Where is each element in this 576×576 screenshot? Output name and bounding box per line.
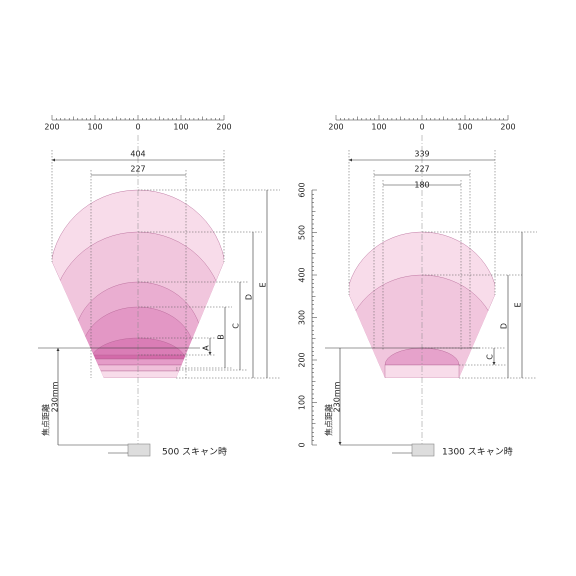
width-label: 339 (414, 150, 429, 159)
dim-label: E (259, 282, 268, 287)
dim-label: E (514, 302, 523, 307)
dim-label: D (245, 294, 254, 300)
width-label: 180 (414, 181, 429, 190)
caption: 1300 スキャン時 (442, 447, 513, 458)
focal-label: 焦点距離 (324, 404, 334, 436)
axis-label: 400 (298, 267, 307, 282)
ruler-label: 100 (457, 123, 472, 132)
ruler-label: 200 (216, 123, 231, 132)
ruler-label: 100 (371, 123, 386, 132)
axis-label: 500 (298, 225, 307, 240)
ruler-label: 0 (419, 123, 424, 132)
focal-distance: 230mm (51, 381, 60, 412)
ruler-label: 200 (328, 123, 343, 132)
dim-label: C (486, 354, 495, 360)
dim-label: B (217, 334, 226, 340)
dim-label: A (202, 345, 211, 351)
axis-label: 200 (298, 352, 307, 367)
labels: 404 227 339 227 180 A B C D E C D E 焦点距離… (41, 123, 523, 458)
axis-label: 300 (298, 310, 307, 325)
ruler-label: 100 (87, 123, 102, 132)
width-label: 404 (130, 150, 145, 159)
width-label: 227 (414, 165, 429, 174)
dim-label: D (500, 323, 509, 329)
guides (38, 115, 537, 457)
axis-label: 100 (298, 395, 307, 410)
width-label: 227 (130, 165, 145, 174)
ruler-label: 100 (173, 123, 188, 132)
axis-label: 600 (298, 182, 307, 197)
axis-label: 0 (298, 442, 307, 447)
caption: 500 スキャン時 (162, 447, 227, 458)
focal-label: 焦点距離 (41, 404, 51, 436)
focal-distance: 230mm (333, 381, 342, 412)
dim-label: C (232, 323, 241, 329)
ruler-label: 0 (135, 123, 140, 132)
ruler-label: 200 (44, 123, 59, 132)
ruler-label: 200 (500, 123, 515, 132)
